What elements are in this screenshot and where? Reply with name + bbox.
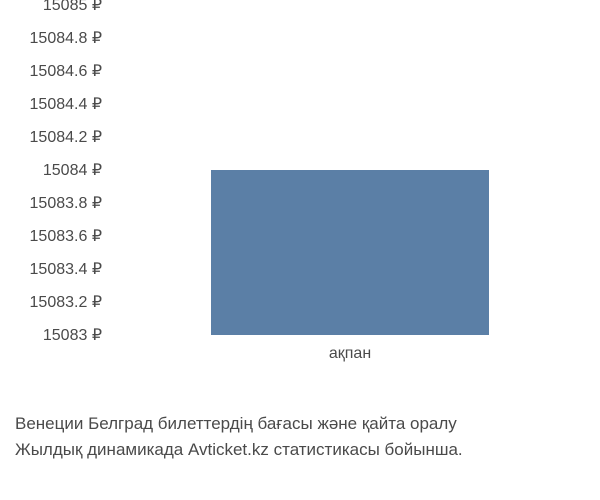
y-tick: 15084 ₽ [43, 160, 102, 180]
x-axis-label: ақпан [329, 345, 371, 363]
y-tick: 15083 ₽ [43, 325, 102, 345]
y-tick: 15083.8 ₽ [30, 193, 102, 213]
y-tick: 15085 ₽ [43, 0, 102, 15]
y-tick: 15084.6 ₽ [30, 61, 102, 81]
y-tick: 15083.2 ₽ [30, 292, 102, 312]
caption-line-2: Жылдық динамикада Avticket.kz статистика… [15, 437, 600, 463]
chart-caption: Венеции Белград билеттердің бағасы және … [15, 411, 600, 462]
plot-area: ақпан [110, 5, 590, 335]
y-tick: 15084.8 ₽ [30, 28, 102, 48]
caption-line-1: Венеции Белград билеттердің бағасы және … [15, 411, 600, 437]
y-axis: 15085 ₽ 15084.8 ₽ 15084.6 ₽ 15084.4 ₽ 15… [0, 5, 110, 335]
y-tick: 15083.4 ₽ [30, 259, 102, 279]
chart-container: 15085 ₽ 15084.8 ₽ 15084.6 ₽ 15084.4 ₽ 15… [0, 5, 600, 365]
bar [211, 170, 489, 335]
y-tick: 15084.4 ₽ [30, 94, 102, 114]
y-tick: 15084.2 ₽ [30, 127, 102, 147]
y-tick: 15083.6 ₽ [30, 226, 102, 246]
